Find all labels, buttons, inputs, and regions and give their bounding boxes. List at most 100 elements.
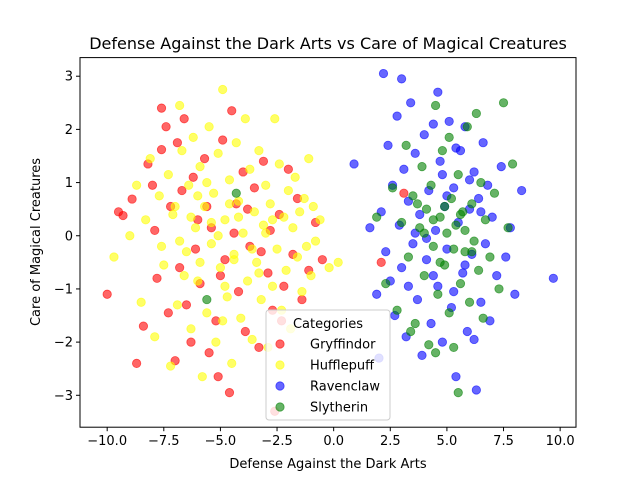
data-point [301, 241, 312, 251]
data-point [478, 138, 488, 148]
data-point [163, 170, 173, 180]
data-point [258, 156, 269, 166]
data-point [449, 183, 459, 193]
data-point [243, 276, 253, 286]
data-point [177, 185, 187, 196]
data-point [460, 260, 470, 270]
data-point [474, 193, 484, 204]
data-point [455, 279, 466, 289]
data-point [397, 217, 407, 228]
data-point [233, 196, 244, 206]
data-point [202, 308, 212, 318]
data-point [195, 162, 205, 172]
data-point [224, 199, 235, 209]
data-point [258, 220, 269, 230]
data-point [274, 159, 284, 169]
data-point [496, 162, 506, 172]
data-point [372, 289, 382, 299]
data-point [247, 334, 257, 345]
data-point [392, 111, 402, 121]
data-point [383, 140, 393, 150]
data-point [476, 207, 486, 217]
data-point [238, 228, 248, 238]
data-point [453, 388, 463, 398]
data-point [156, 103, 167, 113]
data-point [229, 255, 239, 265]
data-point [254, 268, 264, 278]
data-point [310, 236, 321, 246]
data-point [469, 334, 479, 345]
data-point [299, 193, 309, 204]
data-point [150, 225, 160, 236]
data-point [165, 361, 176, 371]
legend-marker [275, 339, 285, 349]
data-point [229, 228, 239, 238]
data-point [412, 294, 423, 305]
data-point [181, 247, 192, 257]
data-point [138, 321, 149, 331]
data-point [324, 263, 334, 273]
data-point [175, 263, 185, 273]
data-point [261, 180, 271, 190]
data-point [249, 183, 259, 193]
data-point [485, 252, 495, 262]
legend: Categories Gryffindor Hufflepuff Ravenclaw… [265, 309, 391, 421]
data-point [190, 244, 201, 254]
data-point [507, 159, 518, 169]
y-tick-label: 3 [65, 70, 73, 85]
data-point [202, 294, 212, 305]
x-tick-label: −10.0 [87, 434, 127, 449]
data-point [430, 348, 441, 358]
data-point [433, 289, 443, 299]
legend-marker [275, 381, 285, 391]
data-point [263, 268, 273, 278]
data-point [172, 138, 182, 148]
data-point [265, 199, 275, 209]
data-point [204, 122, 214, 132]
data-point [195, 257, 205, 267]
legend-box [265, 309, 391, 421]
data-point [471, 385, 481, 395]
data-point [403, 252, 413, 262]
data-point [224, 388, 235, 398]
data-point [437, 337, 447, 347]
data-point [240, 114, 250, 124]
data-point [381, 247, 391, 257]
data-point [428, 215, 438, 225]
data-point [401, 140, 411, 150]
data-point [177, 146, 187, 156]
data-point [240, 326, 250, 337]
data-point [399, 164, 409, 174]
data-point [145, 154, 155, 164]
data-point [469, 167, 479, 177]
data-point [444, 116, 454, 127]
data-point [213, 231, 223, 241]
data-point [270, 114, 280, 124]
data-point [474, 265, 484, 275]
data-point [125, 231, 135, 241]
data-point [222, 292, 232, 302]
data-point [256, 247, 266, 257]
data-point [489, 188, 500, 198]
data-point [317, 255, 327, 265]
y-axis-ticks: −3 −2 −1 0 1 2 3 [54, 70, 80, 404]
x-tick-label: 2.5 [380, 434, 401, 449]
data-point [175, 100, 185, 111]
data-point [147, 180, 158, 190]
x-tick-label: 7.5 [493, 434, 514, 449]
data-point [168, 209, 178, 220]
data-point [498, 98, 509, 108]
x-tick-label: −7.5 [148, 434, 180, 449]
x-tick-label: 0.0 [323, 434, 344, 449]
data-point [471, 108, 481, 119]
data-point [480, 215, 491, 225]
data-point [430, 225, 441, 236]
data-point [333, 257, 343, 267]
data-point [184, 180, 194, 190]
data-point [152, 273, 162, 283]
data-point [154, 191, 164, 201]
x-axis-ticks: −10.0 −7.5 −5.0 −2.5 0.0 2.5 5.0 7.5 10.0 [87, 427, 575, 449]
y-tick-label: 0 [65, 229, 73, 244]
data-point [467, 247, 477, 257]
data-point [349, 159, 359, 169]
